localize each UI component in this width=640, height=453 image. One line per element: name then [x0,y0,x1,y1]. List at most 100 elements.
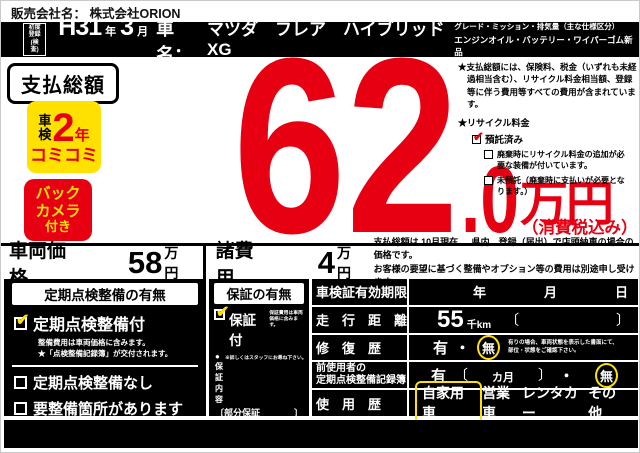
expiry-day: 日 [614,285,628,301]
badge-line3: (検査) [30,39,39,53]
warranty-coverage: 部分保証 [224,408,261,418]
price-integer: 62 [233,49,459,244]
usage-private-selected: 自家用車 [415,381,483,426]
record-months-unit: カ月 [492,372,515,385]
shaken-k1: 車 [38,112,52,128]
record-no-circled: 無 [594,362,618,388]
maintenance-notes: 整備費用は車両価格に含みます。 ★「点検整備記録簿」が交付されます。 [38,338,206,360]
total-payment-label: 支払総額 [7,63,119,104]
warranty-with-row: 保証付 保証費用は車両価格に含みます。 [214,302,307,349]
repair-note-2: 部位・状態をご確認下さい。 [508,348,580,355]
expiry-year: 年 [473,285,487,301]
price-breakdown-row: 車両価格 58 万円 諸費用 4 万円 支払総額は 10月現在、 県内 登録（届… [1,237,639,289]
back-camera-badge: バック カメラ 付き [24,179,92,241]
maintenance-needed-label: 要整備箇所があります [33,400,184,418]
maintenance-note-2: ★「点検整備記録簿」が交付されます。 [38,348,173,358]
warranty-content-value: 〔部分保証 [215,406,260,419]
repair-yes: 有 [433,339,449,357]
mileage-label: 走 行 距 離 [312,306,409,333]
price-row-note-1: 支払総額は 10月現在、 県内 登録（届出）で店頭納車の場合の価格です。 [373,236,634,261]
recycle-not-deposited-label: 未預託（廃棄時に支払いが必要となります。） [497,175,625,196]
mileage-unit: 千km [466,320,492,332]
usage-other: その他 [588,385,617,422]
registration-and-name: H31 年 3 月 車名： マツダ フレア ハイブリッドXG [58,13,454,67]
total-includes-note: ★支払総額には、保険料、税金（いずれも未経過相当含む）、リサイクル料金相当額、登… [458,62,637,109]
shaken-year-unit: 年 [74,126,90,144]
usage-label: 使 用 歴 [312,390,409,416]
maintenance-with-checkbox[interactable] [14,310,29,330]
badge-line1: 初度 [28,25,41,32]
recycle-not-deposited-checkbox[interactable] [484,175,493,185]
month-unit: 月 [137,25,149,38]
bracket-open: 〔 [505,311,520,328]
detail-panels: 定期点検整備の有無 定期点検整備付 整備費用は車両価格に含みます。 ★「点検整備… [4,279,638,452]
shaken-k2: 検 [38,126,52,142]
vertical-divider [202,246,206,279]
mileage-content: 55 千km 〔 〕 [409,307,638,333]
recycle-extra-checkbox[interactable] [484,150,493,160]
vehicle-price-value: 58 [127,245,163,280]
first-registration-badge: 初度 登録 (検査) [23,23,47,56]
repair-no-circled: 無 [477,334,501,360]
badge-line2: 登録 [28,32,41,39]
bracket-open: 〔 [454,367,469,384]
footer-bar [4,420,638,448]
usage-commercial: 営業車 [482,385,511,422]
record-label-2: 定期点検整備記録簿 [316,375,406,387]
warranty-title: 保証の有無 [214,283,304,304]
repair-note: 有りの場合、車両状態を表示した書面にて、 部位・状態をご確認下さい。 [508,339,618,356]
right-notes: ★支払総額には、保険料、税金（いずれも未経過相当含む）、リサイクル料金相当額、登… [458,61,639,197]
repair-label: 修 復 歴 [312,334,409,361]
warranty-content-note: ※詳しくはスタッフにお尋ね下さい。 [225,356,307,361]
shaken-komikomi: コミコミ [30,145,98,165]
warranty-with-label: 保証付 [229,313,256,348]
usage-history-row: 使 用 歴 自家用車 営業車 レンタカー その他 [312,381,638,426]
mileage-row: 走 行 距 離 55 千km 〔 〕 [312,304,638,333]
record-yes: 有 [431,367,447,385]
recycle-not-deposited-row: 未預託（廃棄時に支払いが必要となります。） [484,175,639,198]
bracket-close: 〕 [293,408,303,418]
maintenance-none-label: 定期点検整備なし [33,374,154,392]
panel-divider [12,364,198,367]
maintenance-title: 定期点検整備の有無 [12,283,198,305]
expiry-label: 車検証有効期限 [312,279,409,305]
warranty-with-checkbox[interactable] [214,302,229,322]
registration-month: 3 [120,12,134,41]
maintenance-note-1: 整備費用は車両価格に含みます。 [38,338,150,347]
price-fraction: .0 [461,147,519,244]
recycle-deposited-label: 預託済み [485,135,524,147]
record-book-row: 前使用者の 定期点検整備記録簿 有 〔 カ月 〕 ・ 無 [312,360,638,389]
divider-line [1,243,639,246]
year-unit: 年 [105,25,117,38]
expiry-row: 車検証有効期限 年 月 日 [312,279,638,305]
maintenance-none-checkbox[interactable] [14,375,27,389]
bracket-open: 〔 [215,408,225,418]
maintenance-with-label: 定期点検整備付 [33,317,146,334]
bracket-close: 〕 [538,367,553,384]
separator-dot: ・ [559,367,575,385]
warranty-panel: 保証の有無 保証付 保証費用は車両価格に含みます。 ●保証内容 ※詳しくはスタッ… [209,279,309,452]
recycle-extra-label: 廃棄時にリサイクル料金の追加が必要な装備が付いています。 [497,150,625,171]
warranty-content-row: ●保証内容 ※詳しくはスタッフにお尋ね下さい。 [215,352,307,405]
spec-note-1: グレード・ミッション・排気量（主な仕様区分） [454,22,620,31]
shaken-2year-badge: 車 検 2 年 コミコミ [27,101,101,173]
price-unit: 万円 [520,178,614,231]
maintenance-panel: 定期点検整備の有無 定期点検整備付 整備費用は車両価格に含みます。 ★「点検整備… [4,279,206,438]
recycle-deposited-checkbox[interactable] [472,129,484,145]
record-book-content: 有 〔 カ月 〕 ・ 無 [409,362,638,388]
inspection-panel: 車検証有効期限 年 月 日 走 行 距 離 55 千km 〔 〕 修 復 歴 [312,279,638,426]
total-price-figure: 62 .0 [233,49,519,244]
maintenance-needed-checkbox[interactable] [14,401,27,415]
usage-content: 自家用車 営業車 レンタカー その他 [409,381,638,426]
title-bar: 初度 登録 (検査) H31 年 3 月 車名： マツダ フレア ハイブリッドX… [1,13,639,65]
repair-note-1: 有りの場合、車両状態を表示した書面にて、 [508,340,618,347]
car-name: マツダ フレア ハイブリッドXG [207,19,445,59]
price-tax-note: （消費税込み） [522,219,638,237]
maintenance-none-row: 定期点検整備なし [14,372,206,393]
record-label-1: 前使用者の [316,362,366,374]
expiry-month: 月 [543,285,557,301]
shaken-top: 車 検 2 年 [38,108,90,148]
bracket-close: 〕 [616,311,630,328]
recycle-deposited-row: 預託済み [472,129,639,147]
